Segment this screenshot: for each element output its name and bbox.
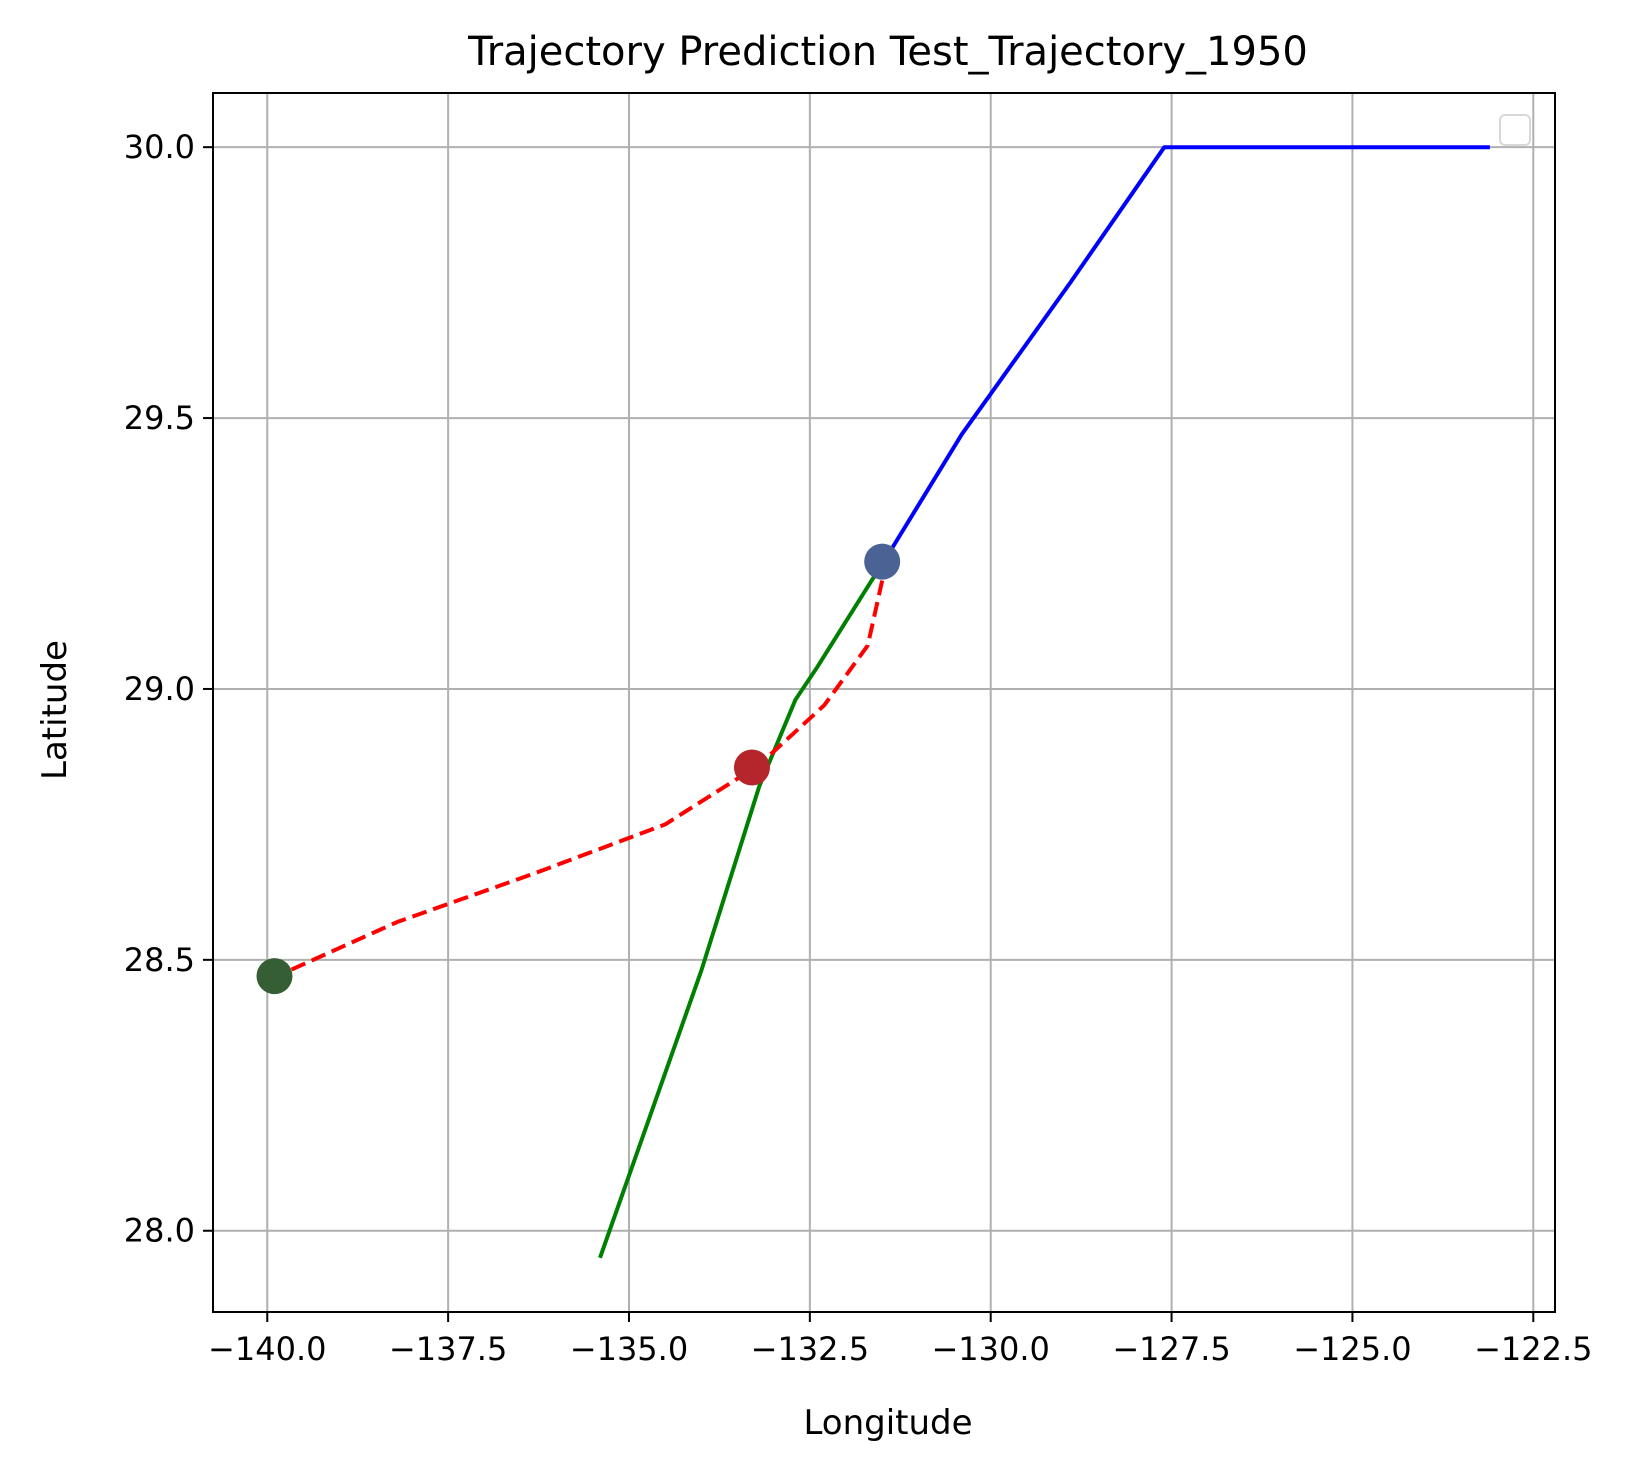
chart-title: Trajectory Prediction Test_Trajectory_19… <box>467 29 1308 75</box>
x-tick-label: −127.5 <box>1112 1330 1230 1368</box>
x-axis-label: Longitude <box>803 1403 972 1443</box>
x-tick-label: −122.5 <box>1474 1330 1592 1368</box>
y-axis-ticks: 28.0 28.5 29.0 29.5 30.0 <box>124 128 213 1250</box>
x-tick-label: −135.0 <box>570 1330 688 1368</box>
x-tick-label: −130.0 <box>931 1330 1049 1368</box>
y-tick-label: 29.0 <box>124 670 195 708</box>
y-tick-label: 29.5 <box>124 399 195 437</box>
x-tick-label: −125.0 <box>1293 1330 1411 1368</box>
y-tick-label: 30.0 <box>124 128 195 166</box>
plot-frame <box>212 92 1556 1313</box>
x-tick-label: −132.5 <box>751 1330 869 1368</box>
series-line-3 <box>288 580 885 973</box>
series-line-2 <box>598 574 877 1259</box>
series-line-1 <box>880 145 1490 566</box>
y-tick-label: 28.0 <box>124 1212 195 1250</box>
x-tick-label: −140.0 <box>208 1330 326 1368</box>
x-axis-ticks: −140.0 −137.5 −135.0 −132.5 −130.0 −127.5 −125… <box>208 1312 1593 1368</box>
trajectory-point-marker-2 <box>733 749 770 786</box>
trajectory-point-marker-1 <box>864 543 901 580</box>
y-tick-label: 28.5 <box>124 941 195 979</box>
y-axis-label: Latitude <box>35 640 75 780</box>
series-layer <box>288 145 1490 1259</box>
x-tick-label: −137.5 <box>389 1330 507 1368</box>
legend-box <box>1499 114 1531 146</box>
trajectory-point-marker-3 <box>256 958 293 995</box>
marker-layer <box>256 543 901 995</box>
